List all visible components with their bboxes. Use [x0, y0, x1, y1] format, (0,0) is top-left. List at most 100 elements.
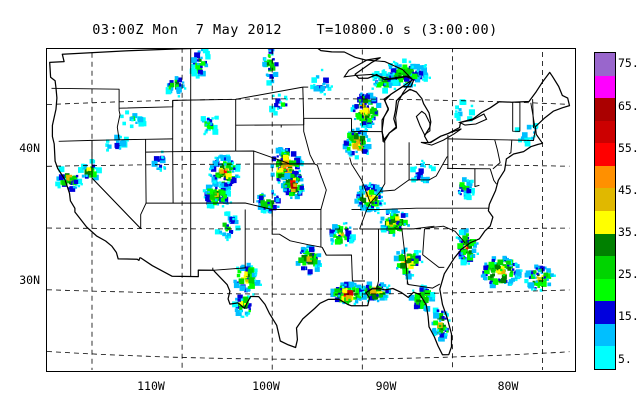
echo-cell: [221, 205, 225, 208]
echo-cell: [235, 225, 241, 231]
echo-cell: [524, 279, 529, 284]
echo-cell: [364, 202, 370, 208]
echo-cell: [347, 287, 350, 290]
echo-cell: [313, 83, 316, 87]
echo-cell: [220, 163, 225, 168]
echo-cell: [248, 303, 252, 307]
echo-cell: [275, 163, 280, 168]
echo-cell: [240, 298, 244, 301]
echo-cell: [393, 255, 400, 262]
latitude-label: 30N: [19, 272, 40, 287]
echo-cell: [531, 136, 535, 140]
echo-cell: [353, 140, 360, 146]
echo-cell: [347, 285, 354, 291]
echo-cell: [386, 221, 391, 226]
echo-cell: [313, 256, 317, 259]
colorbar-band: [595, 277, 615, 302]
echo-cell: [349, 141, 352, 144]
echo-cell: [315, 257, 318, 260]
echo-cell: [541, 275, 544, 278]
echo-cell: [200, 65, 203, 69]
state-border: [119, 86, 303, 109]
echo-cell: [459, 193, 462, 196]
echo-cell: [225, 184, 231, 191]
echo-cell: [470, 104, 474, 108]
echo-cell: [205, 128, 209, 132]
echo-cell: [348, 298, 351, 302]
echo-cell: [472, 193, 475, 196]
echo-cell: [259, 283, 262, 286]
echo-cell: [71, 180, 74, 183]
echo-cell: [359, 106, 363, 109]
echo-cell: [277, 105, 280, 109]
echo-cell: [118, 143, 121, 147]
echo-cell: [70, 182, 73, 185]
echo-cell: [458, 108, 462, 112]
echo-cell: [497, 259, 504, 266]
echo-cell: [191, 70, 198, 77]
echo-cell: [229, 167, 233, 171]
lake-shoreline: [420, 128, 462, 146]
colorbar-band: [595, 345, 615, 369]
echo-cell: [85, 174, 88, 177]
echo-cell: [497, 278, 501, 281]
echo-cell: [159, 164, 163, 168]
echo-cell: [242, 315, 245, 318]
echo-cell: [359, 288, 365, 294]
echo-cell: [502, 255, 507, 261]
echo-cell: [325, 84, 330, 88]
echo-cell: [228, 177, 231, 180]
echo-cell: [467, 240, 470, 243]
national-coastline: [49, 49, 571, 356]
echo-cell: [411, 258, 414, 261]
echo-cell: [462, 257, 465, 260]
echo-cell: [243, 303, 247, 306]
echo-cell: [411, 274, 415, 277]
echo-cell: [71, 178, 75, 181]
echo-cell: [425, 75, 429, 78]
echo-cell: [491, 256, 497, 261]
echo-cell: [290, 174, 295, 178]
echo-cell: [501, 269, 506, 274]
echo-cell: [404, 76, 410, 82]
echo-cell: [281, 177, 284, 180]
echo-cell: [237, 269, 242, 274]
echo-cell: [354, 104, 359, 109]
echo-cell: [487, 276, 492, 281]
echo-cell: [466, 194, 472, 201]
echo-cell: [533, 270, 537, 274]
echo-cell: [263, 194, 266, 197]
echo-cell: [280, 183, 287, 189]
echo-cell: [220, 155, 227, 161]
echo-cell: [520, 136, 525, 140]
echo-cell: [379, 220, 383, 224]
echo-cell: [351, 134, 356, 139]
echo-cell: [282, 154, 289, 161]
echo-cell: [281, 161, 285, 164]
echo-cell: [317, 253, 322, 258]
echo-cell: [358, 130, 363, 135]
echo-cell: [421, 67, 427, 74]
echo-cell: [372, 289, 377, 294]
echo-cell: [208, 128, 211, 131]
echo-cell: [359, 197, 364, 201]
echo-cell: [389, 85, 392, 89]
echo-cell: [468, 109, 475, 116]
echo-cell: [216, 157, 219, 161]
echo-cell: [531, 271, 534, 275]
echo-cell: [545, 273, 552, 279]
echo-cell: [232, 170, 235, 173]
echo-cell: [262, 61, 268, 67]
echo-cell: [216, 174, 220, 178]
echo-cell: [197, 62, 200, 66]
echo-cell: [224, 157, 228, 161]
echo-cell: [396, 267, 399, 270]
echo-cell: [345, 149, 349, 153]
echo-cell: [282, 149, 285, 153]
echo-cell: [404, 213, 409, 218]
echo-cell: [351, 288, 356, 293]
echo-cell: [369, 295, 375, 301]
echo-cell: [390, 219, 396, 224]
echo-cell: [376, 288, 382, 293]
state-border: [359, 209, 368, 230]
